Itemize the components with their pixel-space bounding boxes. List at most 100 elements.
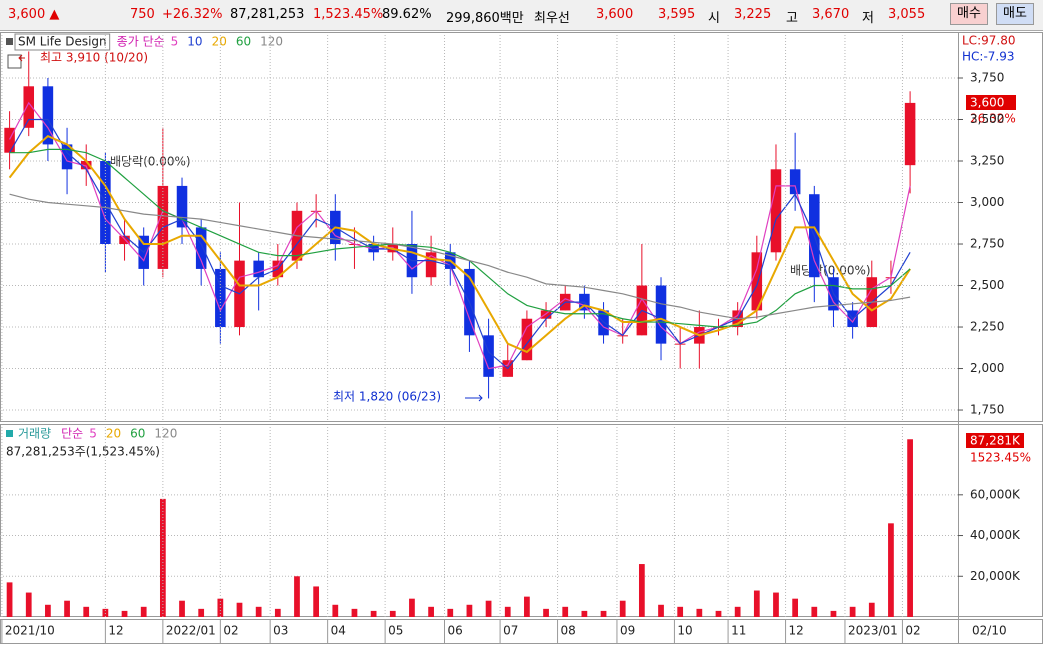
change-rate: +26.32% xyxy=(162,7,223,22)
legend-entry: 120 xyxy=(154,427,177,441)
bid: 3,595 xyxy=(658,7,696,22)
y-tick-label: 2,500 xyxy=(970,278,1004,292)
x-tick-label: 12 xyxy=(108,624,123,638)
table-icon[interactable] xyxy=(7,54,22,69)
legend-entry: 60 xyxy=(130,427,145,441)
volume-bar xyxy=(274,608,281,617)
x-tick-label: 05 xyxy=(388,624,403,638)
x-tick-label: 04 xyxy=(331,624,346,638)
candle-body xyxy=(483,335,494,377)
candle-body xyxy=(368,244,379,253)
status-bar: 3,600 ▲ 750 +26.32% 87,281,253 1,523.45%… xyxy=(0,0,1043,31)
volume-bar xyxy=(25,592,32,617)
volume-bar xyxy=(83,606,90,617)
open-label: 시 xyxy=(708,11,720,26)
legend-entry: 60 xyxy=(236,35,251,49)
ma-line xyxy=(9,148,911,328)
candle-body xyxy=(61,144,73,170)
amount: 299,860백만 xyxy=(446,11,524,26)
volume-bar xyxy=(753,590,760,617)
last-volume-box xyxy=(966,433,1024,448)
y-tick-label: 2,750 xyxy=(970,237,1004,251)
x-tick-label: 02 xyxy=(905,624,920,638)
sell-button[interactable]: 매도 xyxy=(996,3,1034,25)
candle-body xyxy=(425,252,437,278)
y-tick-label: 3,750 xyxy=(970,70,1004,84)
volume-bar xyxy=(332,604,339,617)
volume-bar xyxy=(600,610,607,617)
volume-bar xyxy=(236,602,243,617)
x-tick-label: 2022/01 xyxy=(166,624,216,638)
legend-entry: 5 xyxy=(171,35,179,49)
candle-body xyxy=(23,86,35,128)
last-volume-change: 1523.45% xyxy=(970,451,1031,465)
legend-entry: 20 xyxy=(212,35,227,49)
price: 3,600 ▲ xyxy=(8,7,60,22)
volume-bar xyxy=(619,600,626,617)
x-tick-label: 08 xyxy=(561,624,576,638)
volume-pane xyxy=(0,424,1043,617)
y-tick-label: 2,000 xyxy=(970,361,1004,375)
legend-entry: 120 xyxy=(260,35,283,49)
volume-rate: 1,523.45% xyxy=(313,7,384,22)
legend-entry: 20 xyxy=(106,427,121,441)
date-axis xyxy=(0,619,1043,644)
last-change: 26.32% xyxy=(970,112,1016,126)
open: 3,225 xyxy=(734,7,772,22)
candle-body xyxy=(598,310,609,336)
y-tick-label: 3,500 xyxy=(970,112,1004,126)
x-tick-label: 2021/10 xyxy=(5,624,55,638)
high: 3,670 xyxy=(812,7,850,22)
x-tick-label: 2023/01 xyxy=(848,624,898,638)
chart: SM Life Design 종가 단순 5 10 20 60 120 거래량 단순 5 20 60… xyxy=(0,32,1043,644)
y-tick-label: 3,000 xyxy=(970,195,1004,209)
volume-bar xyxy=(907,439,913,617)
high-label: 고 xyxy=(786,11,798,26)
candle-body xyxy=(655,285,667,344)
ma-line xyxy=(9,193,911,320)
last-volume: 87,281K xyxy=(970,434,1021,448)
volume-bar xyxy=(428,606,434,617)
candle-body xyxy=(176,185,188,228)
volume-bar xyxy=(715,610,722,617)
legend-prefix: 단순 xyxy=(61,427,83,441)
volume-bar xyxy=(773,592,779,617)
buy-button[interactable]: 매수 xyxy=(950,3,988,25)
volume-bar xyxy=(868,602,875,617)
volume-bar xyxy=(543,608,549,617)
volume-bar xyxy=(409,598,415,617)
x-tick-label: 02 xyxy=(223,624,238,638)
legend-marker xyxy=(6,38,13,45)
y-tick-label: 60,000K xyxy=(970,487,1021,501)
x-tick-label: 06 xyxy=(448,624,463,638)
volume-bar xyxy=(888,523,894,617)
legend-marker xyxy=(6,430,13,437)
volume-bar xyxy=(734,606,741,617)
low-annotation: 최저 1,820 (06/23) xyxy=(333,390,441,404)
candle-body xyxy=(42,86,54,145)
candle-body xyxy=(904,102,916,166)
volume-bar xyxy=(562,606,569,617)
y-tick-label: 40,000K xyxy=(970,528,1021,542)
high-annotation: 최고 3,910 (10/20) xyxy=(40,51,148,65)
ask: 3,600 xyxy=(596,7,634,22)
candle-body xyxy=(195,227,207,269)
volume-bar xyxy=(638,564,645,617)
y-tick-label: 2,250 xyxy=(970,320,1004,334)
ma-line xyxy=(8,134,911,354)
volume-bar xyxy=(121,610,128,617)
legend-title: 거래량 xyxy=(18,427,51,441)
volume-bar xyxy=(849,606,856,617)
legend-entry: 10 xyxy=(187,35,202,49)
volume-bar xyxy=(466,604,473,617)
volume-summary: 87,281,253주(1,523.45%) xyxy=(6,445,160,459)
price-legend: SM Life Design 종가 단순 5 10 20 60 120 xyxy=(6,33,283,51)
volume-bar xyxy=(140,606,147,617)
volume-bar xyxy=(811,606,818,617)
legend-prefix: 종가 단순 xyxy=(117,35,165,49)
x-tick-label: 11 xyxy=(731,624,746,638)
volume-bar xyxy=(159,498,166,617)
y-tick-label: 20,000K xyxy=(970,569,1021,583)
ma-line xyxy=(9,101,911,370)
